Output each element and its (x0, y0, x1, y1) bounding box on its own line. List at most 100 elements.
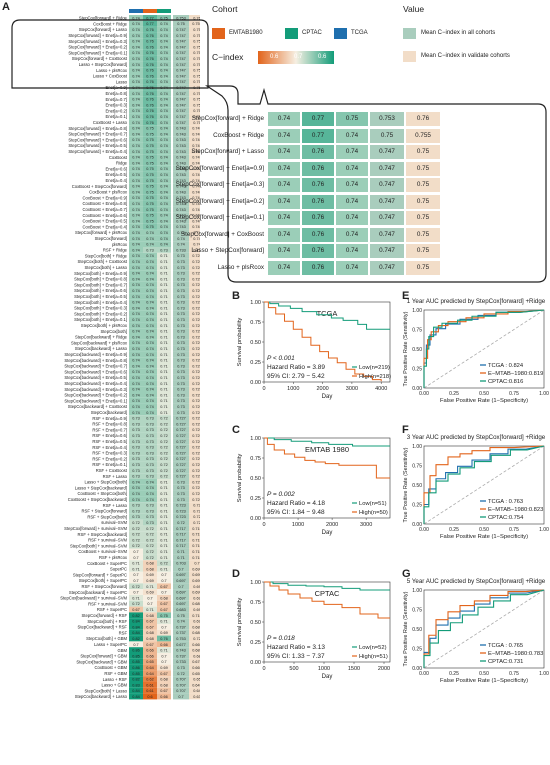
heatmap-cell (173, 583, 189, 590)
heatmap-cell-value: 0.73 (177, 370, 184, 374)
heatmap-cell-value: 0.74 (146, 324, 153, 328)
heatmap-cell-value: 0.753 (176, 16, 186, 20)
heatmap-cell-value: 0.71 (177, 550, 184, 554)
km-y-tick-label: 0.75 (250, 456, 261, 462)
heatmap-cell (129, 577, 143, 584)
heatmap-cell-value: 0.67 (132, 608, 139, 612)
heatmap-cell (189, 351, 200, 358)
heatmap-cell (143, 444, 157, 450)
heatmap-cell-value: 0.75 (193, 98, 200, 102)
heatmap-cell-value: 0.717 (176, 527, 186, 531)
heatmap-row-label: RSF + Enet[a=0.9] (92, 416, 127, 421)
heatmap-cell (189, 206, 200, 213)
heatmap-cell (143, 600, 157, 607)
heatmap-cell-value: 0.725 (192, 446, 200, 450)
heatmap-cell (129, 229, 143, 236)
heatmap-cell-value: 0.68 (146, 567, 153, 571)
heatmap-row-label: StepCox[forward] + Enet[a=0.8] (68, 126, 127, 131)
km-y-tick-label: 0.25 (250, 496, 261, 502)
heatmap-cell (173, 218, 189, 224)
heatmap-cell-value: 0.73 (177, 306, 184, 310)
heatmap-cell (143, 513, 157, 520)
heatmap-cell (189, 218, 200, 224)
roc-diagonal-reference (423, 445, 545, 525)
heatmap-cell-value: 0.73 (132, 417, 139, 421)
zoom-cell: 0.74 (268, 260, 300, 275)
heatmap-cell (129, 107, 143, 114)
heatmap-row-label: Enet[a=0.6] (105, 166, 127, 171)
heatmap-row-label: RSF + Lasso (103, 503, 128, 508)
heatmap-cell-value: 0.74 (132, 127, 139, 131)
roc-legend-label: TCGA : 0.763 (488, 499, 523, 505)
heatmap-cell-value: 0.74 (132, 150, 139, 154)
heatmap-row-label: RSF + StepCox[both] (87, 514, 127, 519)
heatmap-cell-value: 0.74 (146, 359, 153, 363)
roc-y-axis-label: True Positive Rate (Sensitivity) (403, 591, 409, 666)
heatmap-cell-value: 0.723 (176, 509, 186, 513)
heatmap-cell-value: 0.75 (160, 614, 167, 618)
heatmap-row-label: CoxBoost + survival−SVM (78, 549, 127, 554)
heatmap-cell-value: 0.74 (146, 376, 153, 380)
heatmap-cell (143, 119, 157, 126)
km-low-risk-curve (264, 581, 390, 591)
heatmap-cell-value: 0.725 (192, 376, 200, 380)
heatmap-cell-value: 0.74 (132, 16, 139, 20)
heatmap-cell-value: 0.75 (193, 40, 200, 44)
cohort-legend-title: Cohort (212, 4, 238, 14)
heatmap-cell-value: 0.725 (192, 306, 200, 310)
heatmap-cell-value: 0.74 (160, 161, 167, 165)
heatmap-row-label: Ridge (116, 161, 128, 166)
heatmap-cell-value: 0.75 (193, 115, 200, 119)
heatmap-cell-value: 0.725 (192, 475, 200, 479)
heatmap-cell (157, 351, 171, 358)
heatmap-cell (189, 403, 200, 410)
heatmap-cell (173, 165, 189, 172)
heatmap-cell-value: 0.725 (192, 335, 200, 339)
roc-y-tick-label: 1.00 (412, 588, 422, 594)
heatmap-cell-value: 0.74 (160, 190, 167, 194)
heatmap-cell (189, 653, 200, 659)
heatmap-cell (129, 600, 143, 607)
heatmap-cell-value: 0.745 (192, 196, 200, 200)
heatmap-cell-value: 0.723 (176, 504, 186, 508)
heatmap-cell-value: 0.74 (160, 121, 167, 125)
heatmap-cell (143, 96, 157, 102)
heatmap-cell (189, 415, 200, 421)
heatmap-cell-value: 0.69 (193, 596, 200, 600)
heatmap-row-label: StepCox[forward] + Enet[a=0.4] (68, 149, 127, 154)
heatmap-cell (129, 647, 143, 653)
heatmap-cell-value: 0.7 (161, 625, 166, 629)
heatmap-cell-value: 0.74 (146, 480, 153, 484)
roc-x-tick-label: 0.25 (449, 527, 459, 533)
roc-plot-3-year: 3 Year AUC predicted by StepCox[forward]… (403, 434, 549, 540)
heatmap-cell-value: 0.74 (132, 277, 139, 281)
heatmap-cell (189, 160, 200, 166)
heatmap-cell-value: 0.725 (192, 451, 200, 455)
heatmap-cell (143, 641, 157, 648)
heatmap-cell-value: 0.73 (177, 277, 184, 281)
heatmap-cell-value: 0.747 (176, 45, 186, 49)
heatmap-cell (189, 235, 200, 242)
heatmap-cell-value: 0.74 (160, 74, 167, 78)
heatmap-cell-value: 0.73 (132, 515, 139, 519)
heatmap-row-label: RSF + survival−SVM (88, 538, 127, 543)
heatmap-cell-value: 0.74 (132, 399, 139, 403)
roc-cptac-curve (423, 309, 545, 388)
heatmap-cell (173, 641, 189, 648)
heatmap-cell-value: 0.74 (146, 243, 153, 247)
heatmap-cell (157, 264, 171, 271)
heatmap-cell (173, 618, 189, 624)
heatmap-row-label: Enet[a=0.9] (105, 85, 127, 90)
zoom-cell: 0.74 (268, 227, 300, 242)
heatmap-row-label: CoxBoost + Ridge (93, 21, 128, 26)
heatmap-cell (157, 537, 171, 543)
heatmap-cell-value: 0.73 (146, 451, 153, 455)
heatmap-cell-value: 0.74 (177, 620, 184, 624)
heatmap-cell-value: 0.695 (192, 567, 200, 571)
heatmap-cell-value: 0.74 (132, 22, 139, 26)
km-x-tick-label: 500 (289, 666, 298, 672)
heatmap-row-label: StepCox[backward] (91, 410, 127, 415)
heatmap-cell-value: 0.72 (146, 538, 153, 542)
heatmap-cell (129, 409, 143, 416)
heatmap-cell-value: 0.74 (177, 231, 184, 235)
